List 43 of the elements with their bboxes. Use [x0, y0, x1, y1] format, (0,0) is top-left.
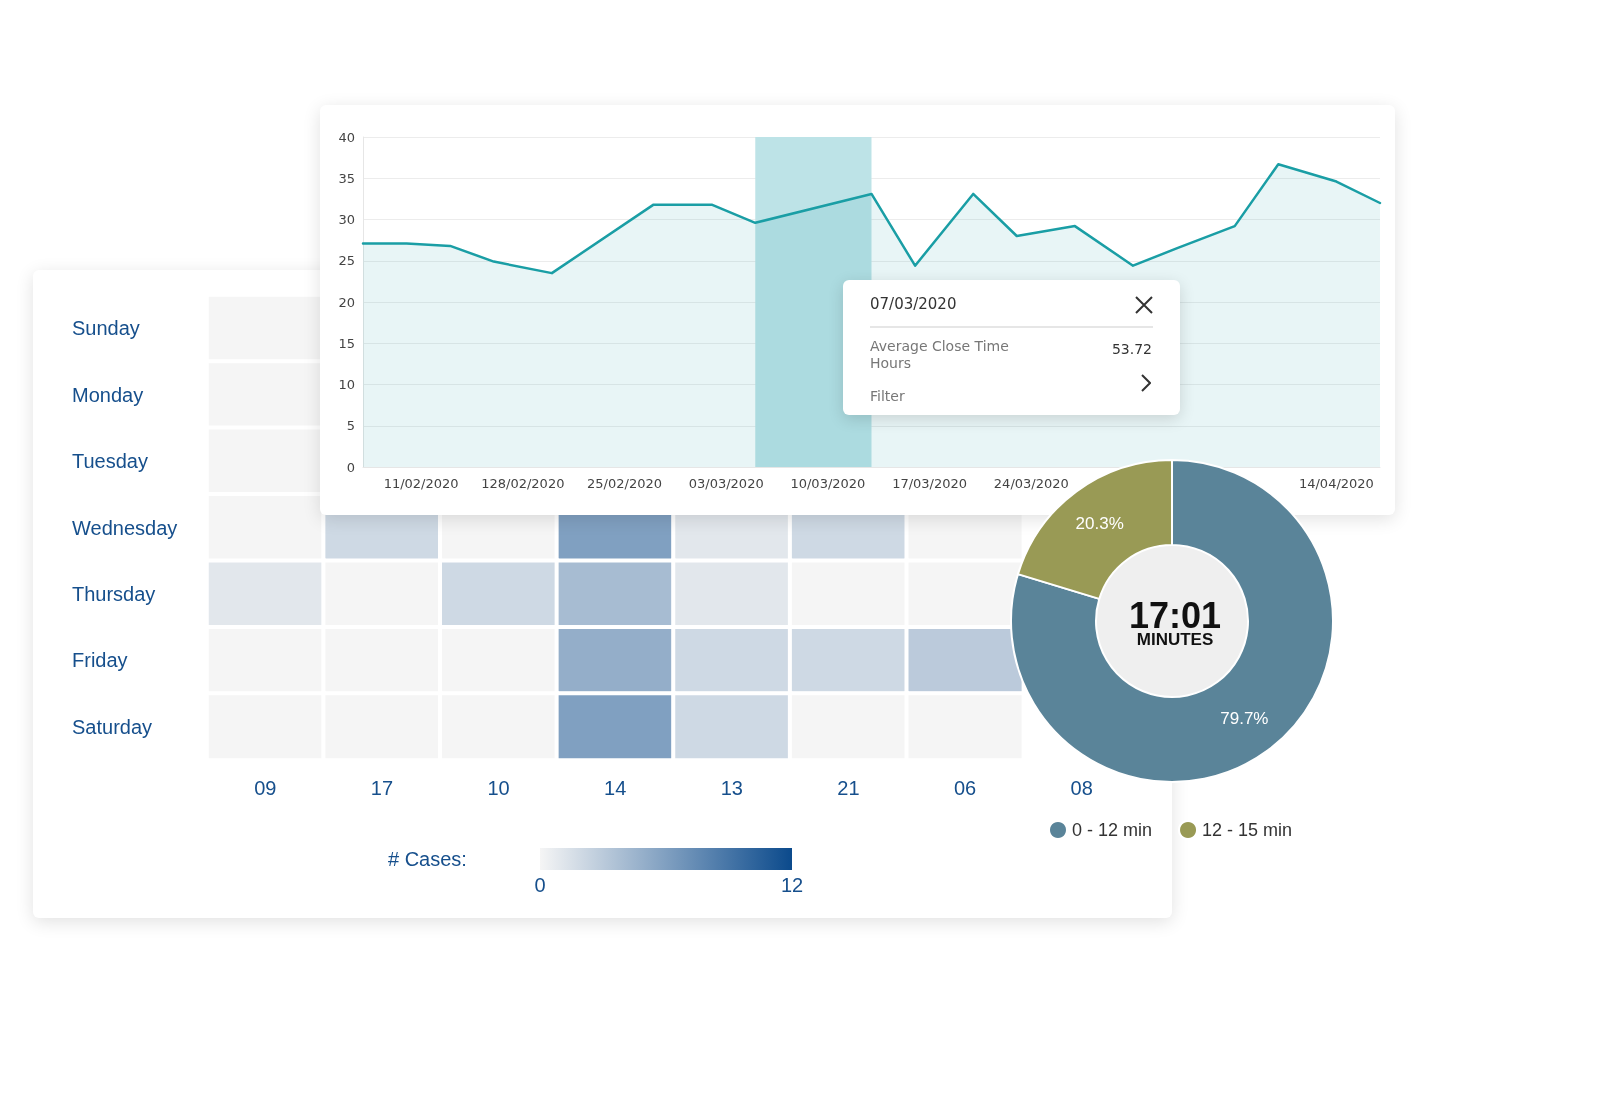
- x-tick-label: 06: [953, 777, 977, 799]
- y-tick-label: 10: [338, 377, 355, 392]
- data-label: 79.7%: [1220, 709, 1269, 729]
- annotation: Filter: [870, 388, 905, 404]
- annotation: 07/03/2020: [870, 295, 957, 313]
- y-tick-label: 0: [346, 459, 355, 475]
- x-tick-label: 25/02/2020: [587, 476, 662, 491]
- x-tick-label: 09: [254, 777, 277, 799]
- annotation: Average Close Time Hours: [870, 338, 1010, 372]
- y-tick-label: 30: [338, 212, 355, 227]
- x-tick-label: 21: [837, 777, 860, 799]
- annotation: 53.72: [1111, 341, 1152, 357]
- y-tick-label: Saturday: [72, 715, 153, 738]
- color-bar-label: 12: [780, 874, 804, 896]
- x-tick-label: 128/02/2020: [481, 476, 565, 491]
- color-bar-title: # Cases:: [388, 848, 467, 870]
- x-tick-label: 13: [720, 777, 743, 799]
- y-tick-label: 20: [338, 294, 355, 310]
- color-bar-label: 0: [534, 874, 546, 896]
- x-tick-label: 14/04/2020: [1298, 476, 1374, 491]
- x-tick-label: 17: [370, 777, 394, 799]
- x-tick-label: 10/03/2020: [790, 476, 866, 491]
- x-tick-label: 24/03/2020: [993, 476, 1069, 491]
- y-tick-label: 25: [338, 253, 355, 269]
- x-tick-label: 14: [604, 777, 627, 799]
- legend-label: 12 - 15 min: [1202, 820, 1293, 840]
- x-tick-label: 08: [1070, 777, 1093, 799]
- y-tick-label: Sunday: [72, 317, 140, 340]
- y-tick-label: Friday: [72, 649, 128, 672]
- x-tick-label: 10: [487, 777, 510, 799]
- y-tick-label: 40: [338, 129, 355, 145]
- x-tick-label: 17/03/2020: [892, 476, 968, 491]
- y-tick-label: 35: [338, 170, 355, 186]
- y-tick-label: Tuesday: [72, 450, 148, 473]
- data-label: 20.3%: [1075, 513, 1124, 533]
- legend-label: 0 - 12 min: [1072, 820, 1153, 840]
- x-tick-label: 11/02/2020: [383, 476, 459, 491]
- y-tick-label: 15: [338, 335, 355, 351]
- y-tick-label: Monday: [72, 383, 144, 406]
- y-tick-label: Wednesday: [72, 516, 178, 539]
- y-tick-label: 5: [346, 418, 355, 434]
- y-tick-label: Thursday: [72, 582, 156, 605]
- x-tick-label: 03/03/2020: [688, 476, 764, 491]
